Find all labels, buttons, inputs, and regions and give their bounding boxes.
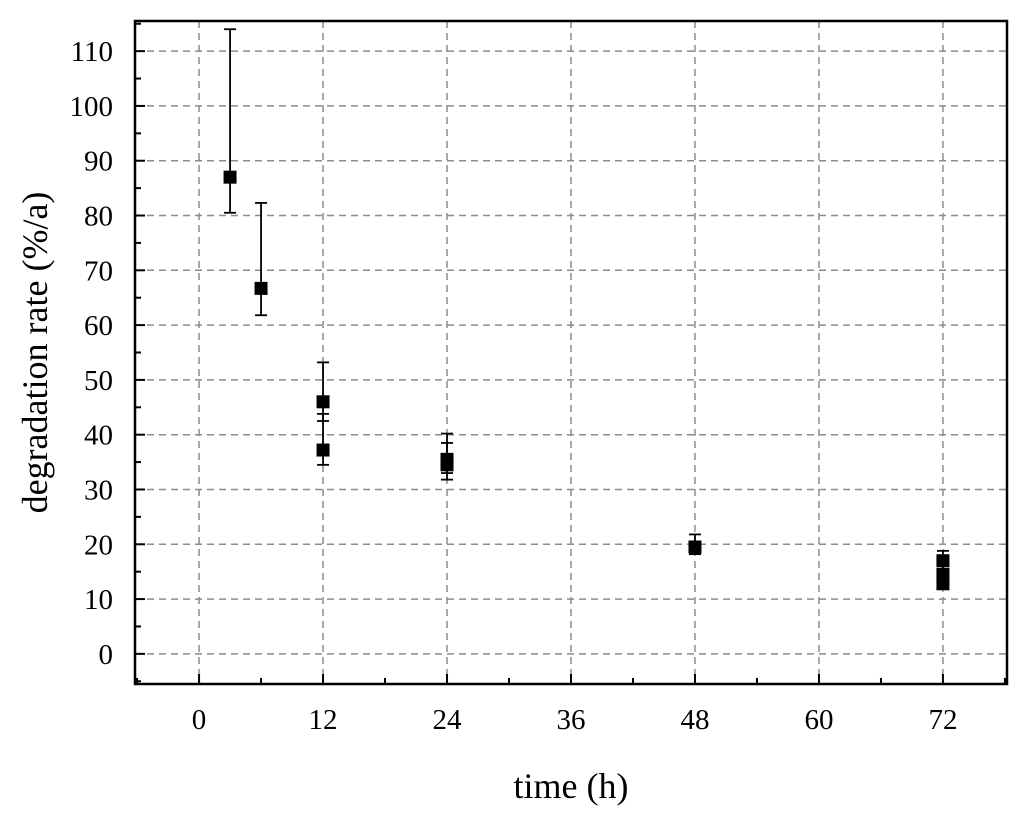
data-point [316,395,330,409]
x-axis-label: time (h) [514,766,629,806]
x-tick-label: 36 [557,704,586,736]
y-tick-label: 90 [84,146,113,178]
major-ticks [135,50,944,684]
y-tick-label: 80 [84,201,113,233]
x-tick-label: 48 [680,704,709,736]
data-point [440,458,454,472]
y-tick-label: 10 [84,584,113,616]
y-tick-labels: 0 10 20 30 40 50 60 70 80 90 100 110 [70,36,114,671]
y-tick-label: 20 [84,529,113,561]
y-tick-label: 70 [84,255,113,287]
data-markers [223,170,950,591]
y-tick-label: 100 [70,91,114,123]
y-tick-label: 60 [84,310,113,342]
data-point [316,443,330,457]
y-axis-label: degradation rate (%/a) [15,192,55,514]
grid [135,21,1007,684]
data-point [254,281,268,295]
data-point [223,170,237,184]
x-tick-label: 60 [804,704,833,736]
x-tick-label: 24 [433,704,463,736]
error-bars [224,28,949,591]
y-tick-label: 40 [84,420,113,452]
x-tick-label: 12 [309,704,338,736]
y-tick-label: 110 [71,36,113,68]
y-tick-label: 50 [84,365,113,397]
data-point [936,554,950,568]
minor-ticks [135,22,1006,684]
x-tick-labels: 0 12 24 36 48 60 72 [192,704,958,736]
x-tick-label: 72 [928,704,957,736]
y-tick-label: 0 [99,639,114,671]
y-tick-label: 30 [84,474,113,506]
data-point [688,540,702,554]
x-tick-label: 0 [192,704,207,736]
data-point [936,577,950,591]
